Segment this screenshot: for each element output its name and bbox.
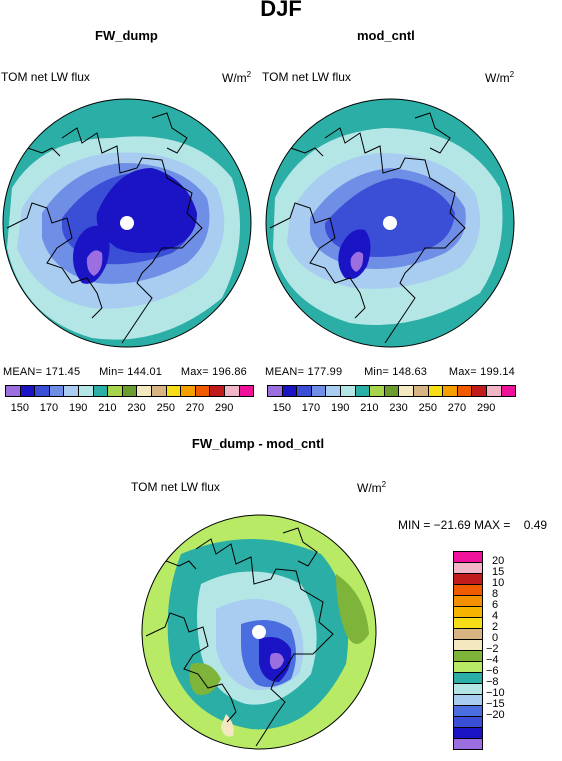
colorbar-tick-label: 270 [447, 402, 467, 414]
colorbar-tick-label: 15 [492, 566, 505, 578]
colorbar-tick-label: −6 [486, 665, 499, 677]
colorbar-swatch [150, 385, 167, 397]
figure-title: DJF [260, 0, 302, 21]
diff-colorbar-ticks: 20 15 10 8 6 4 2 0 −2 −4 −6 −8 −10 −15 −20 [486, 551, 528, 761]
colorbar-tick-label: 230 [127, 402, 146, 414]
panel-2-unit: W/m2 [485, 70, 515, 85]
panel-1-mean: MEAN= 171.45 [3, 366, 81, 378]
colorbar-swatch [339, 385, 356, 397]
colorbar-tick-label: −8 [486, 676, 499, 688]
colorbar-tick-label: 250 [156, 402, 175, 414]
panel-1-max: Max= 196.86 [180, 366, 247, 378]
colorbar-tick-label: 250 [418, 402, 437, 414]
colorbar-tick-label: 4 [492, 610, 499, 622]
colorbar-tick-label: 6 [492, 599, 499, 611]
colorbar-tick-label: −15 [486, 698, 505, 710]
colorbar-swatch [92, 385, 109, 397]
panel-2-variable-label: TOM net LW flux [262, 70, 351, 84]
colorbar-swatch [238, 385, 255, 397]
colorbar-swatch [48, 385, 65, 397]
colorbar-swatch [354, 385, 371, 397]
colorbar-tick-label: 20 [492, 555, 505, 567]
colorbar-tick-label: 210 [360, 402, 379, 414]
panel-1-variable-label: TOM net LW flux [1, 70, 90, 84]
diff-panel-variable-label: TOM net LW flux [131, 480, 220, 494]
colorbar-swatch [485, 385, 502, 397]
colorbar-tick-label: 0 [492, 632, 499, 644]
diff-panel-title: FW_dump - mod_cntl [191, 436, 325, 451]
panel-1-min: Min= 144.01 [99, 366, 163, 378]
colorbar-tick-label: 190 [331, 402, 350, 414]
colorbar-tick-label: 290 [215, 402, 234, 414]
colorbar-swatch [471, 385, 487, 397]
panel-1-unit: W/m2 [222, 70, 252, 85]
colorbar-swatch [180, 385, 196, 397]
colorbar-tick-label: 230 [389, 402, 408, 414]
colorbar-swatch [223, 385, 240, 397]
colorbar-tick-label: −20 [486, 709, 505, 721]
panel-2-max: Max= 199.14 [448, 366, 515, 378]
panel-2-mean: MEAN= 177.99 [265, 366, 343, 378]
colorbar-swatch [165, 385, 182, 397]
panel-1-colorbar [5, 385, 255, 397]
colorbar-tick-label: 170 [39, 402, 59, 414]
colorbar-swatch [456, 385, 473, 397]
panel-2-stats: MEAN= 177.99 Min= 148.63 Max= 199.14 [265, 366, 515, 378]
colorbar-tick-label: −2 [486, 643, 499, 655]
panel-1-stats: MEAN= 171.45 Min= 144.01 Max= 196.86 [3, 366, 247, 378]
colorbar-tick-label: 170 [301, 402, 321, 414]
colorbar-swatch [281, 385, 298, 397]
colorbar-tick-label: −10 [486, 687, 505, 699]
diff-polar-map [141, 514, 377, 750]
colorbar-swatch [369, 385, 385, 397]
colorbar-swatch [500, 385, 517, 397]
colorbar-tick-label: 8 [492, 588, 499, 600]
colorbar-tick-label: 290 [477, 402, 496, 414]
colorbar-swatch [383, 385, 400, 397]
colorbar-swatch [107, 385, 123, 397]
colorbar-swatch [267, 385, 283, 397]
colorbar-swatch [310, 385, 327, 397]
panel-2-colorbar [267, 385, 517, 397]
colorbar-swatch [136, 385, 152, 397]
colorbar-swatch [121, 385, 138, 397]
colorbar-tick-label: 2 [492, 621, 499, 633]
colorbar-tick-label: 10 [492, 577, 505, 589]
colorbar-swatch [19, 385, 36, 397]
colorbar-tick-label: 190 [69, 402, 88, 414]
panel-1-title: FW_dump [95, 28, 158, 43]
panel-2-title: mod_cntl [357, 28, 415, 43]
colorbar-tick-label: 150 [272, 402, 291, 414]
colorbar-swatch [453, 738, 483, 750]
colorbar-swatch [63, 385, 79, 397]
colorbar-swatch [442, 385, 458, 397]
colorbar-tick-label: 150 [10, 402, 29, 414]
colorbar-swatch [398, 385, 414, 397]
diff-panel-stats: MIN = −21.69 MAX = 0.49 [398, 518, 548, 532]
colorbar-swatch [5, 385, 21, 397]
colorbar-swatch [77, 385, 94, 397]
colorbar-swatch [194, 385, 211, 397]
colorbar-tick-label: 210 [98, 402, 117, 414]
diff-colorbar [453, 551, 483, 750]
colorbar-tick-label: 270 [185, 402, 205, 414]
panel-1-colorbar-ticks: 150 170 190 210 230 250 270 290 [0, 402, 260, 416]
colorbar-swatch [209, 385, 225, 397]
colorbar-swatch [412, 385, 429, 397]
panel-2-polar-map [265, 98, 515, 348]
colorbar-swatch [325, 385, 341, 397]
panel-2-colorbar-ticks: 150 170 190 210 230 250 270 290 [262, 402, 522, 416]
panel-1-polar-map [2, 98, 252, 348]
colorbar-swatch [427, 385, 444, 397]
diff-panel-unit: W/m2 [357, 480, 387, 495]
colorbar-swatch [296, 385, 312, 397]
colorbar-swatch [34, 385, 50, 397]
colorbar-tick-label: −4 [486, 654, 499, 666]
panel-2-min: Min= 148.63 [364, 366, 428, 378]
